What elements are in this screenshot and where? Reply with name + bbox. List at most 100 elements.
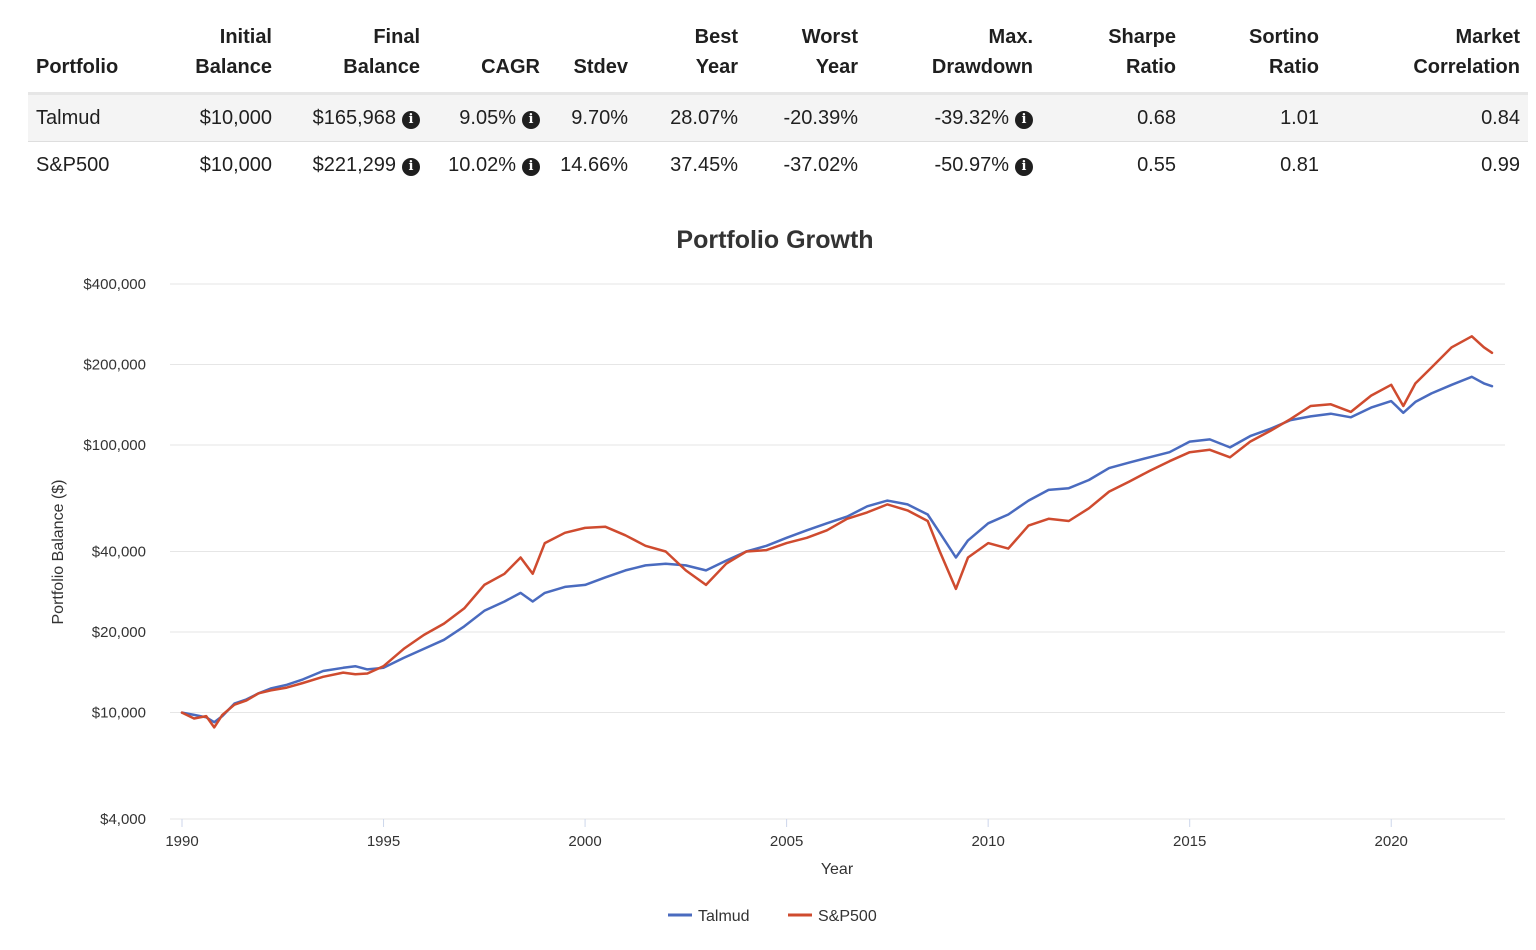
column-header-portfolio: Portfolio (28, 22, 148, 95)
x-tick-label: 2010 (971, 833, 1004, 850)
cell-best: 37.45% (636, 142, 746, 189)
y-tick-label: $400,000 (83, 276, 146, 293)
column-header-stdev: Stdev (548, 22, 636, 95)
grid-lines (170, 283, 1505, 820)
info-icon[interactable]: i (402, 157, 420, 176)
cell-value: 0.81 (1280, 153, 1319, 176)
column-header-label: Drawdown (931, 56, 1033, 78)
legend: Talmud S&P500 (668, 908, 877, 925)
column-header-label: Worst (801, 26, 858, 48)
cell-value: 0.55 (1137, 153, 1176, 176)
cell-value: -20.39% (783, 106, 859, 129)
column-header-best: Best Year (636, 22, 746, 95)
column-header-label: CAGR (481, 56, 540, 78)
column-header-label: Final (373, 26, 420, 48)
column-header-sortino: Sortino Ratio (1184, 22, 1327, 95)
column-header-label: Market (1455, 26, 1520, 48)
column-header-label: Sharpe (1108, 26, 1176, 48)
column-header-label: Correlation (1413, 56, 1520, 78)
table-row: S&P500 $10,000 $221,299 i 10.02% i 14.66% 37.45… (28, 142, 1528, 189)
y-tick-label: $200,000 (83, 357, 146, 374)
cell-value: 9.05% (459, 106, 516, 129)
table-row: Talmud $10,000 $165,968 i 9.05% i 9.70% 28.07% -… (28, 93, 1528, 142)
column-header-label: Best (694, 26, 738, 48)
cell-sortino: 1.01 (1184, 93, 1327, 142)
x-tick-label: 2000 (568, 833, 601, 850)
cell-final: $221,299 i (280, 142, 428, 189)
column-header-label: Ratio (1269, 56, 1319, 78)
column-header-sharpe: Sharpe Ratio (1041, 22, 1184, 95)
legend-label: Talmud (698, 908, 750, 925)
info-icon[interactable]: i (1015, 110, 1033, 129)
column-header-label: Max. (988, 26, 1033, 48)
legend-label: S&P500 (818, 908, 877, 925)
cell-maxdd: -39.32% i (866, 93, 1041, 142)
cell-value: 0.99 (1481, 153, 1520, 176)
y-tick-label: $40,000 (92, 544, 146, 561)
info-icon[interactable]: i (1015, 157, 1033, 176)
column-header-final: Final Balance (280, 22, 428, 95)
y-axis-title: Portfolio Balance ($) (50, 480, 67, 625)
cell-corr: 0.84 (1327, 93, 1528, 142)
legend-item[interactable]: S&P500 (788, 908, 877, 925)
cell-stdev: 9.70% (548, 93, 636, 142)
column-header-label: Stdev (573, 56, 628, 78)
cell-initial: $10,000 (148, 93, 280, 142)
cell-worst: -37.02% (746, 142, 866, 189)
x-tick-label: 2015 (1173, 833, 1206, 850)
info-icon[interactable]: i (402, 110, 420, 129)
series-line-s-p500 (180, 335, 1494, 729)
cell-portfolio: Talmud (28, 93, 148, 142)
cell-initial: $10,000 (148, 142, 280, 189)
x-tick-label: 2005 (770, 833, 803, 850)
cell-cagr: 10.02% i (428, 142, 548, 189)
cell-value: 37.45% (670, 153, 738, 176)
cell-value: 28.07% (670, 106, 738, 129)
x-axis: 1990 1995 2000 2005 2010 2015 2020 (165, 819, 1408, 850)
column-header-maxdd: Max. Drawdown (866, 22, 1041, 95)
cell-value: Talmud (36, 106, 101, 129)
column-header-initial: Initial Balance (148, 22, 280, 95)
column-header-label: Ratio (1126, 56, 1176, 78)
x-tick-label: 1995 (367, 833, 400, 850)
cell-sharpe: 0.55 (1041, 142, 1184, 189)
cell-value: $10,000 (199, 153, 272, 176)
cell-corr: 0.99 (1327, 142, 1528, 189)
y-axis: $4,000 $10,000 $20,000 $40,000 $100,000 $200,… (83, 276, 146, 828)
y-tick-label: $100,000 (83, 437, 146, 454)
cell-stdev: 14.66% (548, 142, 636, 189)
column-header-label: Sortino (1249, 26, 1319, 48)
series-line-talmud (180, 375, 1494, 724)
y-tick-label: $10,000 (92, 705, 146, 722)
cell-value: 1.01 (1280, 106, 1319, 129)
cell-sortino: 0.81 (1184, 142, 1327, 189)
column-header-label: Year (695, 56, 738, 78)
cell-value: 0.84 (1481, 106, 1520, 129)
cell-portfolio: S&P500 (28, 142, 148, 189)
cell-value: $10,000 (199, 106, 272, 129)
cell-value: -50.97% (934, 153, 1010, 176)
column-header-label: Year (815, 56, 858, 78)
cell-value: 9.70% (571, 106, 628, 129)
x-tick-label: 2020 (1375, 833, 1408, 850)
table-body: Talmud $10,000 $165,968 i 9.05% i 9.70% 28.07% -… (28, 93, 1528, 189)
cell-value: -37.02% (783, 153, 859, 176)
cell-final: $165,968 i (280, 93, 428, 142)
summary-table: Portfolio Initial Balance Final Balance CAGR S… (28, 22, 1528, 188)
chart-title: Portfolio Growth (676, 226, 873, 254)
y-tick-label: $4,000 (100, 811, 146, 828)
column-header-label: Balance (195, 56, 272, 78)
legend-item[interactable]: Talmud (668, 908, 750, 925)
portfolio-growth-chart: Portfolio Growth $4,000 $10,000 $20,000 $40… (50, 226, 1505, 925)
column-header-label: Balance (343, 56, 420, 78)
cell-worst: -20.39% (746, 93, 866, 142)
column-header-corr: Market Correlation (1327, 22, 1528, 95)
x-axis-title: Year (821, 861, 854, 878)
cell-value: $165,968 (312, 106, 396, 129)
table-header-row: Portfolio Initial Balance Final Balance CAGR S… (28, 22, 1528, 95)
cell-value: -39.32% (934, 106, 1010, 129)
cell-value: 10.02% (448, 153, 516, 176)
info-icon[interactable]: i (522, 110, 540, 129)
x-tick-label: 1990 (165, 833, 198, 850)
info-icon[interactable]: i (522, 157, 540, 176)
